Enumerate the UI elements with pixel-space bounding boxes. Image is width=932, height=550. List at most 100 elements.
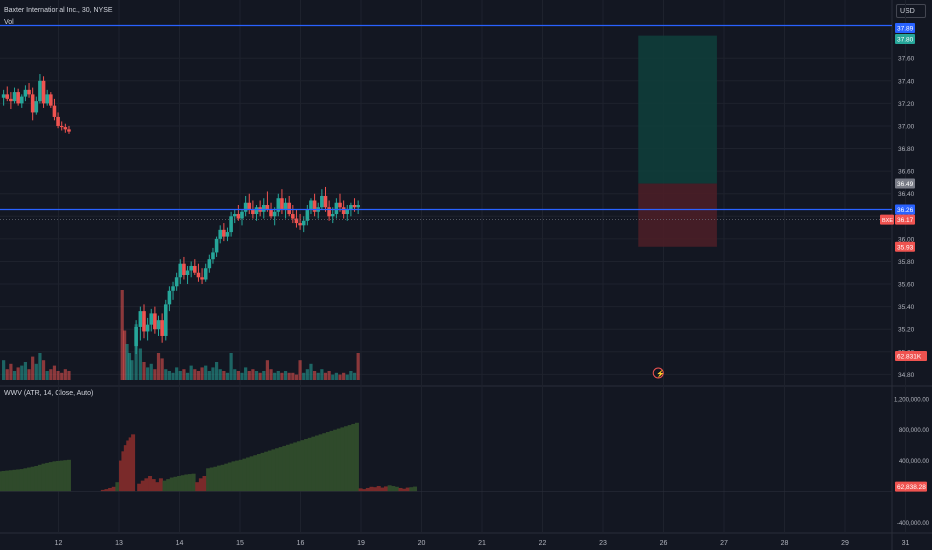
volume-bar <box>273 372 277 380</box>
wwv-bar <box>131 434 136 492</box>
volume-bar <box>305 369 309 380</box>
candle-body <box>338 202 342 208</box>
time-tick-label: 14 <box>176 540 184 547</box>
wwv-bar <box>111 486 116 492</box>
volume-bar <box>156 353 161 380</box>
candle-body <box>153 313 157 330</box>
volume-bars <box>2 290 360 380</box>
volume-bar <box>60 372 64 380</box>
volume-bar <box>313 371 317 380</box>
volume-bar <box>38 353 42 380</box>
candle-body <box>236 214 241 219</box>
wwv-bar <box>119 460 123 492</box>
wwv-bar <box>249 456 254 492</box>
candle-body <box>251 209 255 215</box>
candle-body <box>222 229 226 237</box>
symbol-tag-box <box>880 214 894 225</box>
price-tick-label: 36.60 <box>898 169 915 176</box>
wwv-bar <box>351 423 356 492</box>
wwv-bar <box>409 487 414 492</box>
candle-body <box>34 101 39 113</box>
volume-bar <box>20 365 24 380</box>
symbol-tag-text: BXE <box>882 218 893 224</box>
candle-body <box>174 277 179 287</box>
wwv-bar <box>195 482 200 492</box>
wwv-bar <box>296 441 301 492</box>
candle-body <box>189 265 193 271</box>
volume-label: Vol <box>4 19 14 26</box>
time-tick-label: 13 <box>115 540 123 547</box>
volume-bar <box>251 369 255 380</box>
volume-bar <box>167 371 171 380</box>
candle-body <box>56 116 60 126</box>
volume-bar <box>244 367 248 380</box>
volume-bar <box>342 372 346 380</box>
candle-body <box>193 265 197 273</box>
volume-bar <box>67 371 71 380</box>
volume-bar <box>138 348 142 380</box>
candle-body <box>225 232 230 237</box>
wwv-bar <box>271 449 276 492</box>
candle-body <box>19 96 24 104</box>
wwv-bar <box>340 427 345 492</box>
time-tick-label: 19 <box>357 540 365 547</box>
wwv-bar <box>380 487 385 492</box>
wwv-bar <box>238 459 243 492</box>
volume-bar <box>178 371 182 380</box>
wwv-bar <box>5 470 10 492</box>
candle-body <box>243 202 248 212</box>
wwv-bar <box>253 455 258 492</box>
candle-body <box>301 220 306 226</box>
candle-body <box>167 290 172 305</box>
wwv-bar <box>402 488 407 492</box>
candle-body <box>312 200 317 212</box>
volume-bar <box>320 369 324 380</box>
candle-body <box>276 198 281 212</box>
candle-body <box>30 94 35 113</box>
volume-bar <box>294 374 299 380</box>
wwv-bar <box>369 486 374 492</box>
candles <box>1 74 360 355</box>
wwv-bar <box>184 474 189 492</box>
wwv-bar <box>307 437 312 492</box>
volume-bar <box>63 369 67 380</box>
volume-bar <box>171 372 175 380</box>
earnings-marker-icon <box>652 367 664 379</box>
wwv-bar <box>41 463 46 492</box>
candle-body <box>280 198 284 210</box>
volume-bar <box>49 369 53 380</box>
volume-bar <box>56 371 60 380</box>
price-label-text: 37.80 <box>897 37 914 44</box>
currency-button[interactable]: USD <box>896 4 926 18</box>
volume-bar <box>236 371 240 380</box>
wwv-value-text: 62,838.28 <box>897 484 926 491</box>
volume-bar <box>338 374 342 380</box>
volume-bar <box>287 372 291 380</box>
candle-body <box>261 205 266 212</box>
wwv-bar <box>278 447 283 492</box>
volume-bar <box>345 374 349 380</box>
volume-bar <box>280 372 284 380</box>
candle-body <box>5 94 10 99</box>
volume-bar <box>298 360 302 380</box>
candle-body <box>52 105 57 117</box>
volume-bar <box>214 362 219 380</box>
candle-body <box>232 214 237 217</box>
wwv-bar <box>180 475 185 492</box>
candle-body <box>291 214 295 219</box>
volume-bar <box>189 365 193 380</box>
candle-body <box>196 272 201 278</box>
candle-body <box>12 92 17 102</box>
wwv-bar <box>206 468 211 492</box>
candle-body <box>16 92 20 104</box>
wwv-bar <box>56 460 61 492</box>
candle-body <box>323 195 328 208</box>
wwv-bar <box>405 487 410 492</box>
candle-body <box>229 216 233 233</box>
wwv-tick-label: 1,200,000.00 <box>894 397 930 403</box>
candle-body <box>38 80 42 102</box>
candle-body <box>171 286 175 291</box>
wwv-bar <box>329 430 334 492</box>
